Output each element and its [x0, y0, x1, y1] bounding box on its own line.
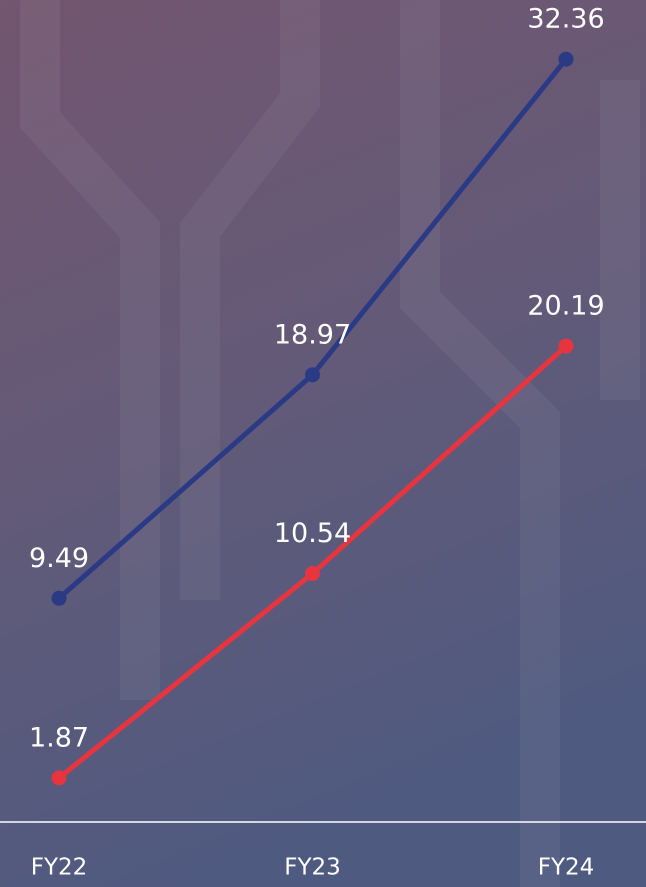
- point: [51, 770, 67, 786]
- value-label: 9.49: [29, 543, 89, 574]
- decoration: [19, 0, 640, 887]
- x-tick-label: FY23: [284, 855, 341, 881]
- x-tick-label: FY24: [538, 855, 595, 881]
- value-label: 20.19: [527, 291, 604, 322]
- point: [558, 338, 574, 354]
- value-label: 1.87: [29, 722, 89, 753]
- point: [305, 566, 320, 582]
- point: [51, 590, 67, 606]
- x-tick-label: FY22: [31, 855, 88, 881]
- point: [558, 51, 574, 67]
- value-label: 32.36: [527, 4, 604, 35]
- point: [305, 367, 320, 383]
- value-label: 18.97: [274, 319, 351, 350]
- value-label: 10.54: [274, 518, 351, 549]
